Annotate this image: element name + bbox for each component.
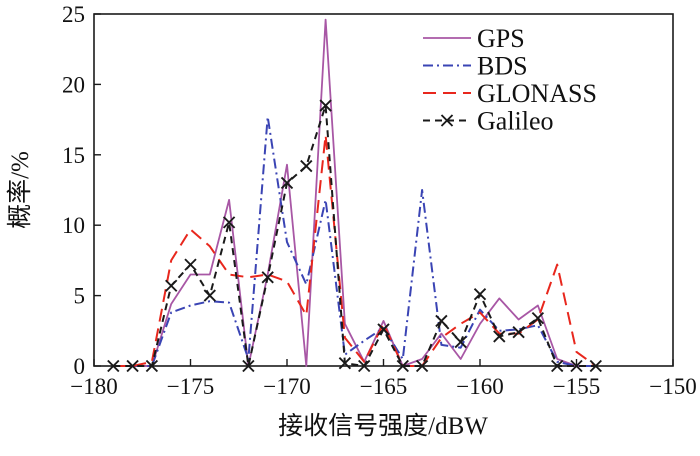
- y-tick-label: 0: [74, 354, 86, 379]
- x-axis-title: 接收信号强度/dBW: [278, 412, 488, 440]
- x-tick-label: −175: [167, 374, 214, 399]
- x-marker-icon: [242, 359, 255, 373]
- x-marker-icon: [551, 359, 564, 373]
- plot-frame: [93, 13, 674, 367]
- x-marker-icon: [126, 359, 139, 373]
- x-tick-label: −150: [649, 374, 696, 399]
- x-tick-label: −155: [553, 374, 600, 399]
- x-tick-label: −160: [456, 374, 503, 399]
- legend-item-gps: GPS: [423, 24, 525, 53]
- x-marker-icon: [203, 289, 216, 302]
- series-line-galileo: [113, 104, 596, 367]
- x-marker-icon: [396, 359, 409, 373]
- x-marker-icon: [261, 271, 274, 284]
- x-marker-icon: [435, 314, 448, 328]
- legend-item-galileo: Galileo: [423, 107, 554, 136]
- y-tick-label: 5: [74, 284, 86, 309]
- y-axis-title: 概率/%: [6, 151, 34, 229]
- x-marker-icon: [184, 258, 197, 271]
- x-marker-icon: [473, 288, 487, 301]
- series-line-glonass: [113, 134, 597, 367]
- series-glonass: [113, 134, 597, 367]
- x-marker-icon: [165, 279, 178, 292]
- legend-label: BDS: [477, 52, 528, 81]
- series-line-gps: [113, 18, 596, 367]
- legend-label: Galileo: [477, 107, 554, 136]
- x-marker-icon: [145, 359, 159, 373]
- y-tick-label: 20: [62, 72, 85, 97]
- legend-item-bds: BDS: [423, 52, 528, 81]
- x-marker-icon: [358, 359, 371, 373]
- legend-label: GLONASS: [477, 79, 597, 108]
- y-tick-label: 15: [62, 143, 85, 168]
- x-marker-icon: [589, 359, 602, 373]
- y-tick-label: 25: [62, 2, 85, 27]
- x-marker-icon: [338, 357, 352, 370]
- x-marker-icon: [280, 176, 294, 190]
- x-marker-icon: [512, 326, 525, 339]
- series-gps: [113, 18, 596, 367]
- x-tick-label: −170: [263, 374, 310, 399]
- legend-item-glonass: GLONASS: [423, 79, 597, 108]
- x-marker-icon: [319, 99, 332, 112]
- x-marker-icon: [107, 359, 120, 373]
- x-marker-icon: [440, 114, 454, 127]
- x-marker-icon: [377, 323, 390, 336]
- legend-label: GPS: [477, 24, 525, 53]
- x-tick-label: −180: [70, 374, 117, 399]
- y-tick-label: 10: [62, 213, 85, 238]
- x-marker-icon: [300, 159, 313, 173]
- x-marker-icon: [493, 330, 506, 343]
- x-marker-icon: [531, 311, 545, 325]
- x-marker-icon: [454, 335, 467, 349]
- series-galileo: [107, 99, 602, 373]
- x-marker-icon: [570, 359, 583, 373]
- x-tick-label: −165: [360, 374, 407, 399]
- x-marker-icon: [222, 216, 236, 229]
- x-marker-icon: [415, 359, 429, 373]
